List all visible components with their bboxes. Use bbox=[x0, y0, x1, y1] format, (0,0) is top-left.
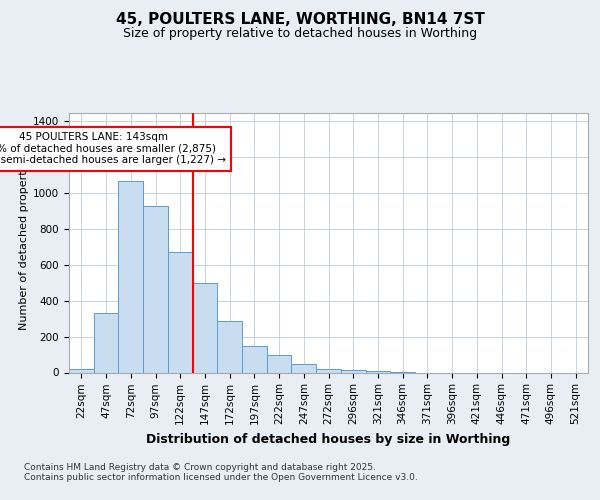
Text: Contains HM Land Registry data © Crown copyright and database right 2025.
Contai: Contains HM Land Registry data © Crown c… bbox=[24, 463, 418, 482]
Text: 45 POULTERS LANE: 143sqm
← 70% of detached houses are smaller (2,875)
30% of sem: 45 POULTERS LANE: 143sqm ← 70% of detach… bbox=[0, 132, 226, 166]
Bar bbox=[242, 346, 267, 372]
Bar bbox=[267, 354, 292, 372]
Bar bbox=[143, 206, 168, 372]
Bar bbox=[292, 364, 316, 372]
Bar bbox=[316, 369, 341, 372]
Bar bbox=[217, 320, 242, 372]
Bar bbox=[341, 370, 365, 372]
Bar bbox=[168, 252, 193, 372]
Bar bbox=[118, 180, 143, 372]
Text: 45, POULTERS LANE, WORTHING, BN14 7ST: 45, POULTERS LANE, WORTHING, BN14 7ST bbox=[116, 12, 484, 28]
Bar bbox=[193, 283, 217, 372]
Text: Size of property relative to detached houses in Worthing: Size of property relative to detached ho… bbox=[123, 28, 477, 40]
Bar bbox=[94, 314, 118, 372]
X-axis label: Distribution of detached houses by size in Worthing: Distribution of detached houses by size … bbox=[146, 432, 511, 446]
Bar bbox=[69, 369, 94, 372]
Bar bbox=[365, 370, 390, 372]
Y-axis label: Number of detached properties: Number of detached properties bbox=[19, 155, 29, 330]
